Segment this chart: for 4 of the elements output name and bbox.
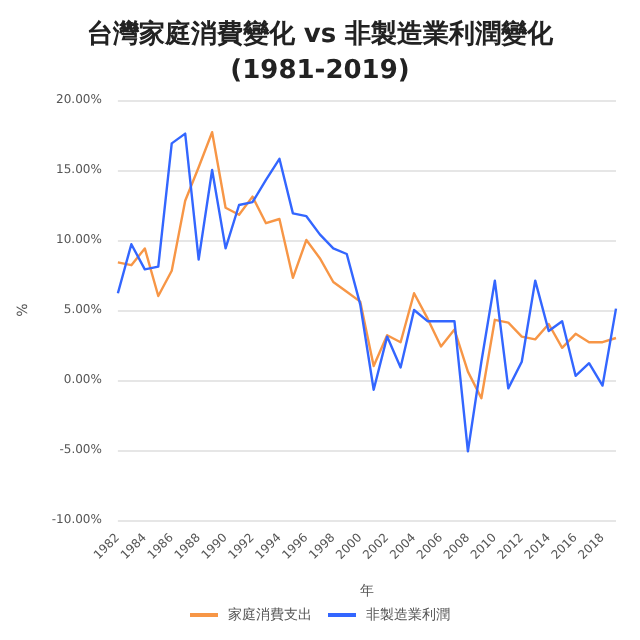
line-series — [116, 132, 618, 453]
chart-subtitle: (1981-2019) — [230, 56, 410, 86]
line-series — [116, 131, 618, 400]
chart-title: 台灣家庭消費變化 vs 非製造業利潤變化 — [86, 18, 556, 50]
